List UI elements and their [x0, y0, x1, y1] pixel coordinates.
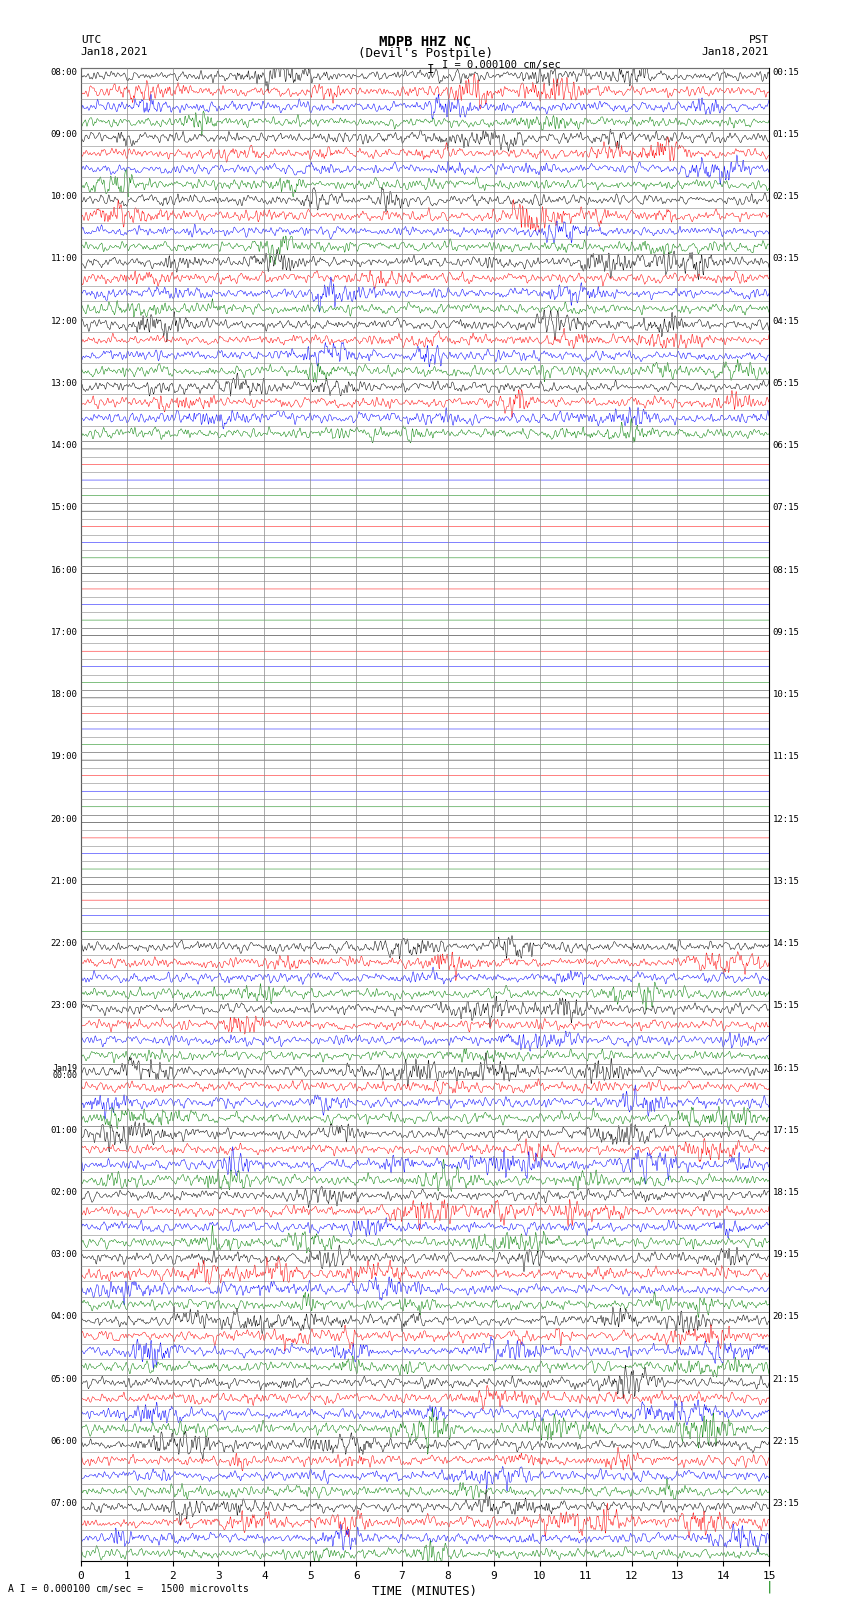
Text: 19:15: 19:15 — [773, 1250, 800, 1260]
Text: 20:15: 20:15 — [773, 1313, 800, 1321]
Text: 06:15: 06:15 — [773, 442, 800, 450]
Text: MDPB HHZ NC: MDPB HHZ NC — [379, 35, 471, 48]
Text: 03:00: 03:00 — [50, 1250, 77, 1260]
Text: 07:15: 07:15 — [773, 503, 800, 513]
Text: 02:15: 02:15 — [773, 192, 800, 202]
Text: I: I — [428, 63, 434, 76]
Text: 18:15: 18:15 — [773, 1187, 800, 1197]
Text: 12:15: 12:15 — [773, 815, 800, 824]
Text: 09:15: 09:15 — [773, 627, 800, 637]
Text: 20:00: 20:00 — [50, 815, 77, 824]
Text: 19:00: 19:00 — [50, 752, 77, 761]
Text: 11:00: 11:00 — [50, 255, 77, 263]
Text: 04:15: 04:15 — [773, 316, 800, 326]
X-axis label: TIME (MINUTES): TIME (MINUTES) — [372, 1586, 478, 1598]
Text: 23:15: 23:15 — [773, 1498, 800, 1508]
Text: 18:00: 18:00 — [50, 690, 77, 698]
Text: 11:15: 11:15 — [773, 752, 800, 761]
Text: 06:00: 06:00 — [50, 1437, 77, 1445]
Text: Jan18,2021: Jan18,2021 — [702, 47, 769, 56]
Text: 01:15: 01:15 — [773, 131, 800, 139]
Text: 14:00: 14:00 — [50, 442, 77, 450]
Text: 22:15: 22:15 — [773, 1437, 800, 1445]
Text: 01:00: 01:00 — [50, 1126, 77, 1134]
Text: 05:15: 05:15 — [773, 379, 800, 387]
Text: 23:00: 23:00 — [50, 1002, 77, 1010]
Text: 04:00: 04:00 — [50, 1313, 77, 1321]
Text: Jan19: Jan19 — [53, 1063, 77, 1073]
Text: 15:15: 15:15 — [773, 1002, 800, 1010]
Text: 02:00: 02:00 — [50, 1187, 77, 1197]
Text: 03:15: 03:15 — [773, 255, 800, 263]
Text: 10:00: 10:00 — [50, 192, 77, 202]
Text: A I = 0.000100 cm/sec =   1500 microvolts: A I = 0.000100 cm/sec = 1500 microvolts — [8, 1584, 249, 1594]
Text: 08:00: 08:00 — [50, 68, 77, 77]
Text: 00:00: 00:00 — [53, 1071, 77, 1081]
Text: 00:15: 00:15 — [773, 68, 800, 77]
Text: 21:00: 21:00 — [50, 877, 77, 886]
Text: 22:00: 22:00 — [50, 939, 77, 948]
Text: 12:00: 12:00 — [50, 316, 77, 326]
Text: 16:00: 16:00 — [50, 566, 77, 574]
Text: |: | — [766, 1581, 773, 1594]
Text: 14:15: 14:15 — [773, 939, 800, 948]
Text: 17:15: 17:15 — [773, 1126, 800, 1134]
Text: 07:00: 07:00 — [50, 1498, 77, 1508]
Text: UTC: UTC — [81, 35, 101, 45]
Text: 13:15: 13:15 — [773, 877, 800, 886]
Text: 15:00: 15:00 — [50, 503, 77, 513]
Text: 09:00: 09:00 — [50, 131, 77, 139]
Text: (Devil's Postpile): (Devil's Postpile) — [358, 47, 492, 60]
Text: Jan18,2021: Jan18,2021 — [81, 47, 148, 56]
Text: 21:15: 21:15 — [773, 1374, 800, 1384]
Text: 17:00: 17:00 — [50, 627, 77, 637]
Text: 13:00: 13:00 — [50, 379, 77, 387]
Text: 08:15: 08:15 — [773, 566, 800, 574]
Text: PST: PST — [749, 35, 769, 45]
Text: 05:00: 05:00 — [50, 1374, 77, 1384]
Text: 10:15: 10:15 — [773, 690, 800, 698]
Text: 16:15: 16:15 — [773, 1063, 800, 1073]
Text: I = 0.000100 cm/sec: I = 0.000100 cm/sec — [442, 60, 561, 69]
